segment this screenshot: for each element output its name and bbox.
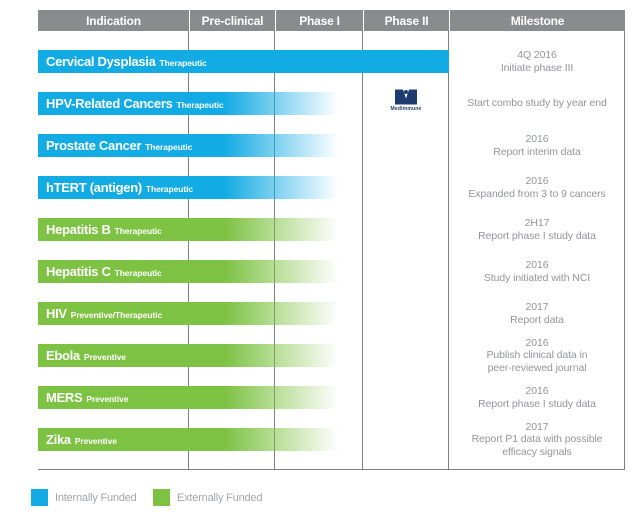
milestone-text-htert-antigen: 2016 Expanded from 3 to 9 cancers: [450, 167, 624, 208]
indication-type: Therapeutic: [145, 184, 193, 194]
table-bottom-border: [38, 469, 625, 470]
indication-type: Preventive: [74, 436, 117, 446]
indication-type: Therapeutic: [114, 268, 162, 278]
pipeline-bar-ebola: Ebola Preventive: [38, 344, 348, 367]
milestone-line: 4Q 2016: [517, 49, 557, 61]
pipeline-bar-hepatitis-b: Hepatitis B Therapeutic: [38, 218, 348, 241]
indication-name: HPV-Related Cancers: [46, 96, 173, 111]
partner-logo-text: MedImmune: [390, 106, 422, 112]
table-body: Cervical Dysplasia Therapeutic 4Q 2016 Init…: [38, 31, 625, 470]
milestone-line: peer-reviewed journal: [487, 361, 587, 374]
milestone-text-prostate-cancer: 2016 Report interim data: [450, 125, 624, 166]
indication-type: Therapeutic: [145, 142, 193, 152]
grid-line: [362, 31, 363, 469]
pipeline-bar-cervical-dysplasia: Cervical Dysplasia Therapeutic: [38, 50, 449, 73]
milestone-line: Publish clinical data in: [486, 349, 588, 362]
medimmune-logo-icon: [395, 89, 417, 105]
indication-name: Hepatitis C: [46, 264, 111, 279]
indication-name: Prostate Cancer: [46, 138, 142, 153]
milestone-line: 2017: [525, 301, 549, 313]
milestone-line: 2H17: [524, 217, 550, 229]
indication-name: Zika: [46, 432, 71, 447]
indication-type: Therapeutic: [114, 226, 162, 236]
milestone-line: Report interim data: [493, 145, 581, 158]
milestone-text-mers: 2016 Report phase I study data: [450, 377, 624, 418]
milestone-text-hpv-related-cancers: Start combo study by year end: [450, 83, 624, 124]
milestone-line: Report P1 data with possible: [471, 433, 603, 446]
legend-label-external: Externally Funded: [177, 492, 263, 504]
milestone-line: Report phase I study data: [478, 229, 596, 242]
pipeline-bar-zika: Zika Preventive: [38, 428, 348, 451]
grid-line: [188, 31, 189, 469]
indication-type: Therapeutic: [176, 100, 224, 110]
legend-swatch-internal: [31, 489, 48, 506]
milestone-text-hepatitis-c: 2016 Study initiated with NCI: [450, 251, 624, 292]
milestone-text-cervical-dysplasia: 4Q 2016 Initiate phase III: [450, 41, 624, 82]
indication-name: Ebola: [46, 348, 80, 363]
column-header-pre-clinical: Pre-clinical: [190, 10, 275, 31]
legend-swatch-external: [153, 489, 170, 506]
milestone-line: Report phase I study data: [478, 397, 596, 410]
milestone-line: 2016: [525, 385, 549, 397]
milestone-line: Start combo study by year end: [467, 97, 607, 110]
milestone-text-zika: 2017 Report P1 data with possible efficacy…: [450, 419, 624, 460]
milestone-line: 2016: [525, 133, 549, 145]
partner-cell: MedImmune: [364, 88, 448, 112]
indication-type: Therapeutic: [159, 58, 207, 68]
milestone-line: Report data: [510, 313, 564, 326]
milestone-text-ebola: 2016 Publish clinical data in peer-reviewe…: [450, 335, 624, 376]
indication-name: Hepatitis B: [46, 222, 111, 237]
milestone-text-hiv: 2017 Report data: [450, 293, 624, 334]
indication-type: Preventive: [83, 352, 126, 362]
indication-name: HIV: [46, 306, 67, 321]
pipeline-bar-htert-antigen: hTERT (antigen) Therapeutic: [38, 176, 348, 199]
milestone-line: 2017: [525, 420, 549, 433]
grid-line: [448, 31, 449, 469]
milestone-line: Initiate phase III: [500, 61, 574, 74]
milestone-line: Expanded from 3 to 9 cancers: [468, 187, 606, 200]
column-header-phase-ii: Phase II: [364, 10, 449, 31]
milestone-line: efficacy signals: [502, 445, 572, 458]
indication-name: hTERT (antigen): [46, 180, 142, 195]
column-header-indication: Indication: [38, 10, 189, 31]
pipeline-bar-hpv-related-cancers: HPV-Related Cancers Therapeutic: [38, 92, 348, 115]
grid-line: [624, 31, 625, 469]
legend-label-internal: Internally Funded: [55, 492, 137, 504]
pipeline-bar-hiv: HIV Preventive/Therapeutic: [38, 302, 348, 325]
indication-name: Cervical Dysplasia: [46, 54, 156, 69]
milestone-line: Study initiated with NCI: [483, 271, 591, 284]
column-header-milestone: Milestone: [450, 10, 625, 31]
milestone-line: 2016: [525, 259, 549, 271]
pipeline-bar-prostate-cancer: Prostate Cancer Therapeutic: [38, 134, 348, 157]
indication-type: Preventive: [86, 394, 129, 404]
milestone-text-hepatitis-b: 2H17 Report phase I study data: [450, 209, 624, 250]
indication-type: Preventive/Therapeutic: [70, 310, 163, 320]
milestone-line: 2016: [525, 336, 549, 349]
pipeline-bar-mers: MERS Preventive: [38, 386, 348, 409]
column-header-phase-i: Phase I: [276, 10, 363, 31]
grid-line: [274, 31, 275, 469]
indication-name: MERS: [46, 390, 83, 405]
pipeline-bar-hepatitis-c: Hepatitis C Therapeutic: [38, 260, 348, 283]
milestone-line: 2016: [525, 175, 549, 187]
